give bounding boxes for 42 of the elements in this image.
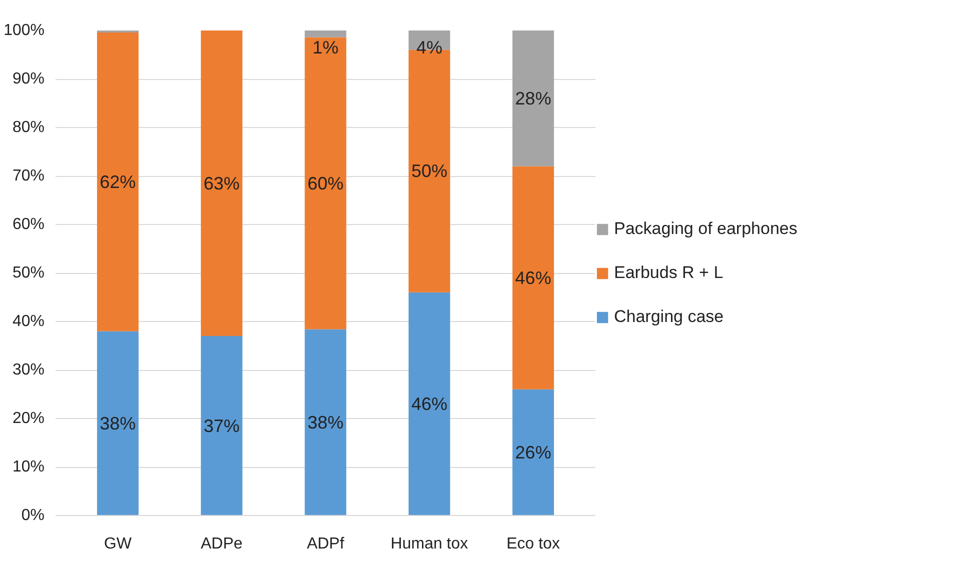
y-tick-label: 20% [12,410,45,427]
data-label: 1% [312,37,339,58]
y-tick-label: 0% [21,507,44,524]
bar [408,292,450,516]
data-label: 60% [307,173,344,194]
y-tick-label: 40% [12,313,45,330]
bar [97,331,139,516]
data-label: 50% [411,161,448,182]
y-tick-label: 80% [12,119,45,136]
y-tick-label: 10% [12,458,45,476]
bar [512,389,554,516]
data-label: 46% [515,268,552,288]
legend-label: Packaging of earphones [614,218,798,238]
bar [512,166,554,390]
bar [200,336,242,516]
bar [304,329,346,516]
x-tick-label: ADPf [306,536,345,552]
legend-label: Charging case [614,306,724,326]
data-label: 38% [100,413,136,434]
y-tick-label: 60% [12,216,45,233]
legend-label: Earbuds R + L [614,262,724,282]
x-tick-label: Eco tox [506,536,560,552]
bar [304,37,346,330]
data-label: 37% [204,416,240,436]
data-label: 38% [307,412,344,432]
data-label: 63% [204,173,240,194]
x-tick-label: GW [104,536,132,552]
y-tick-label: 70% [12,168,45,184]
y-tick-label: 100% [4,22,44,39]
y-tick-label: 50% [12,264,45,282]
bar [200,30,242,336]
data-label: 62% [100,172,136,192]
bar [304,30,346,38]
data-label: 26% [515,442,552,462]
x-tick-label: Human tox [390,536,468,552]
x-tick-label: ADPe [200,536,243,552]
bar [97,32,139,332]
bar [512,30,554,166]
y-tick-label: 90% [12,70,45,88]
data-label: 46% [411,394,448,414]
y-tick-label: 30% [12,362,45,378]
data-label: 28% [515,88,552,108]
